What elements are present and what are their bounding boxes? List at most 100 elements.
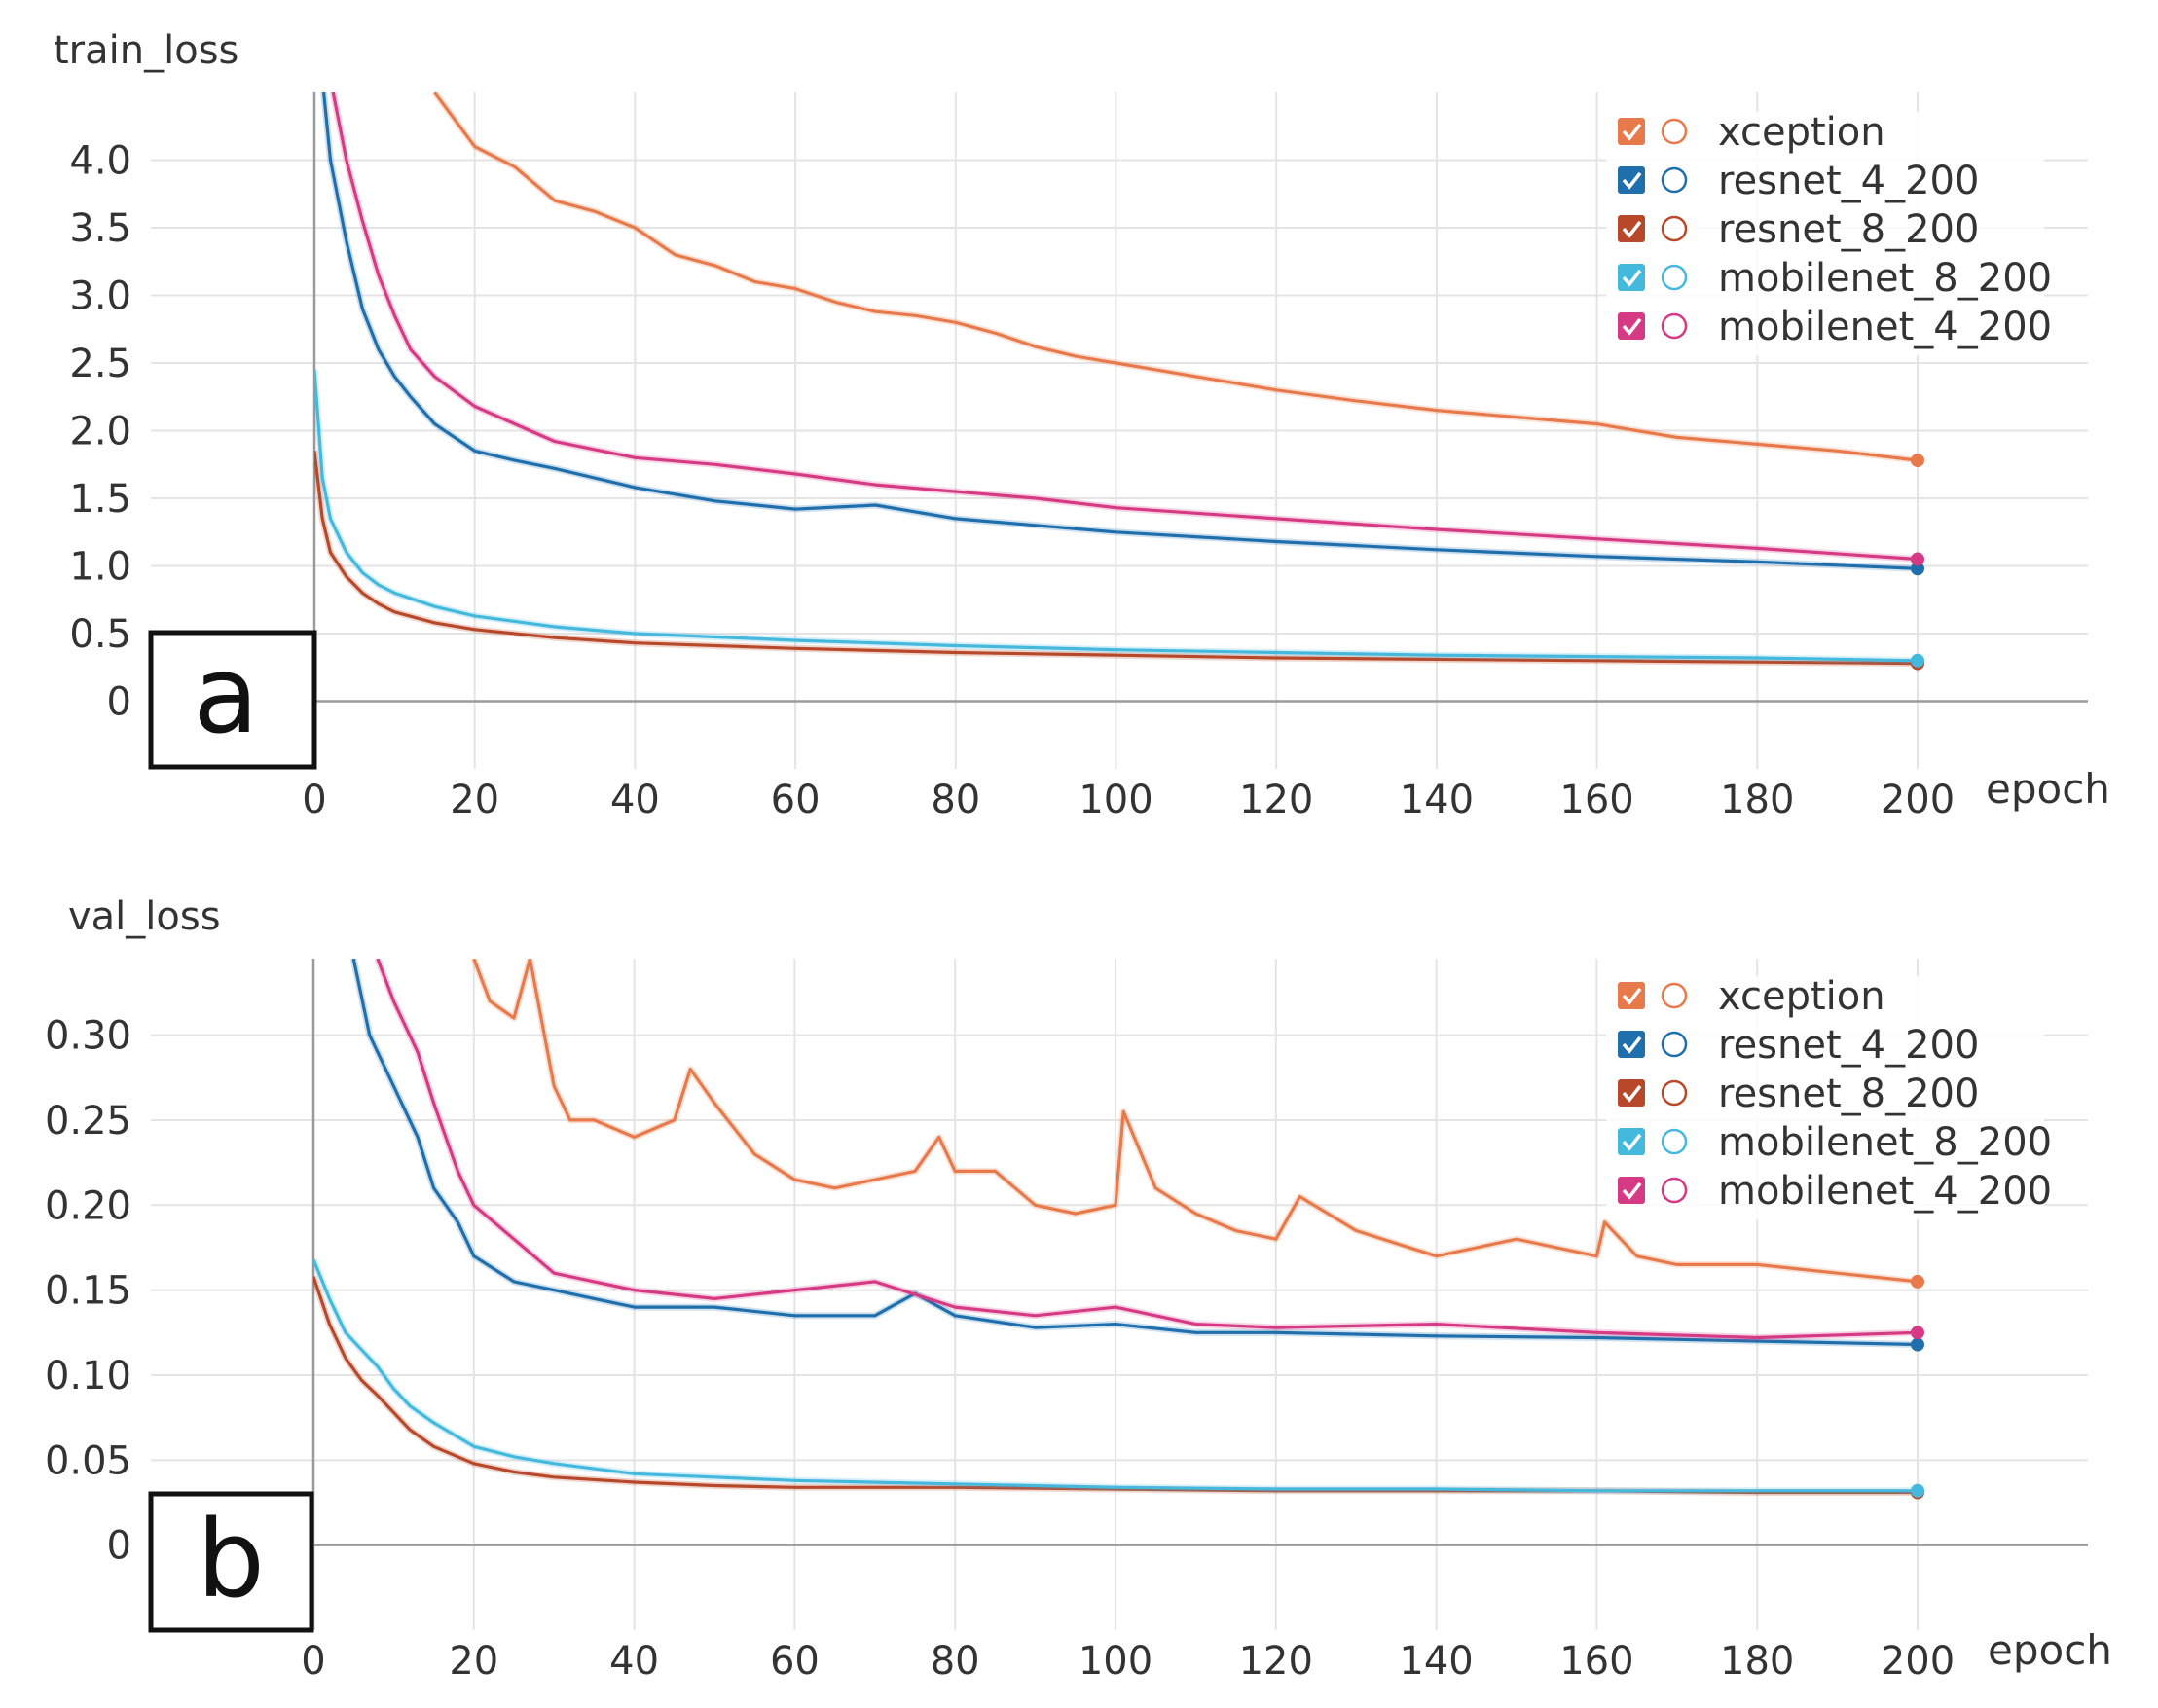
train-loss-legend-label-xception: xception [1718, 110, 1885, 155]
val-loss-legend-checkbox-resnet-4-200[interactable] [1618, 1031, 1645, 1058]
train-loss-legend-label-resnet-8-200: resnet_8_200 [1718, 207, 1979, 252]
train-loss-series-resnet-8-200-line [314, 451, 1919, 666]
val-loss-legend-item-mobilenet-4-200[interactable]: mobilenet_4_200 [1618, 1169, 2052, 1214]
val-loss-legend-item-resnet-4-200[interactable]: resnet_4_200 [1618, 1023, 1979, 1068]
val-loss-x-tick-100: 100 [1079, 1639, 1152, 1684]
panel-label-b: b [197, 1497, 265, 1621]
val-loss-x-ticks: 0 20 40 60 80 100 120 140 160 180 200 [301, 1639, 1955, 1684]
val-loss-x-tick-0: 0 [301, 1639, 325, 1684]
val-loss-x-tick-120: 120 [1239, 1639, 1313, 1684]
val-loss-series-mobilenet-4-200-endpoint [1911, 1326, 1924, 1340]
train-loss-x-tick-160: 160 [1559, 778, 1633, 822]
train-loss-legend[interactable]: xceptionresnet_4_200resnet_8_200mobilene… [1606, 110, 2052, 355]
train-loss-x-tick-180: 180 [1720, 778, 1794, 822]
panel-label-b-box: b [148, 1491, 314, 1633]
panel-label-a-box: a [148, 630, 317, 770]
train-loss-y-tick-1-0: 1.0 [69, 545, 131, 590]
train-loss-y-tick-0-5: 0.5 [69, 612, 131, 657]
train-loss-series-mobilenet-8-200-line [314, 369, 1919, 663]
val-loss-legend-item-resnet-8-200[interactable]: resnet_8_200 [1618, 1072, 1979, 1116]
train-loss-series-mobilenet-4-200-line [331, 92, 1919, 562]
train-loss-legend-label-resnet-4-200: resnet_4_200 [1718, 159, 1979, 203]
val-loss-series-resnet-8-200-line [313, 1276, 1918, 1495]
train-loss-x-tick-100: 100 [1079, 778, 1152, 822]
val-loss-legend-checkbox-mobilenet-8-200[interactable] [1618, 1128, 1645, 1155]
train-loss-series-resnet-4-200-endpoint [1911, 562, 1924, 576]
train-loss-legend-checkbox-mobilenet-4-200[interactable] [1618, 312, 1645, 340]
train-loss-x-tick-40: 40 [610, 778, 660, 822]
train-loss-legend-radio-mobilenet-4-200[interactable] [1661, 312, 1688, 340]
val-loss-series-mobilenet-8-200-endpoint [1911, 1483, 1924, 1498]
check-icon [1622, 1084, 1642, 1103]
check-icon [1622, 1036, 1642, 1054]
check-icon [1622, 123, 1642, 141]
val-loss-x-tick-40: 40 [609, 1639, 659, 1684]
val-loss-series-resnet-4-200-line [351, 959, 1919, 1347]
val-loss-legend-checkbox-resnet-8-200[interactable] [1618, 1079, 1645, 1107]
train-loss-x-tick-80: 80 [931, 778, 980, 822]
val-loss-series-mobilenet-4-200-line [376, 959, 1919, 1340]
train-loss-y-tick-3-5: 3.5 [69, 206, 131, 251]
check-icon [1622, 1133, 1642, 1151]
val-loss-y-ticks: 0 0.05 0.10 0.15 0.20 0.25 0.30 [45, 1014, 131, 1569]
val-loss-legend-label-mobilenet-8-200: mobilenet_8_200 [1718, 1120, 2052, 1165]
val-loss-x-tick-60: 60 [770, 1639, 820, 1684]
val-loss-legend-item-xception[interactable]: xception [1618, 974, 1885, 1019]
val-loss-chart: val_loss 0 0.05 0.10 0.15 0.20 0.25 0.30 0 20 40… [45, 894, 2112, 1684]
val-loss-y-tick-0-30: 0.30 [45, 1014, 131, 1059]
train-loss-x-tick-140: 140 [1400, 778, 1474, 822]
train-loss-x-tick-60: 60 [771, 778, 821, 822]
check-icon [1622, 1181, 1642, 1200]
train-loss-legend-checkbox-resnet-4-200[interactable] [1618, 166, 1645, 194]
val-loss-legend-radio-resnet-8-200[interactable] [1661, 1079, 1688, 1107]
train-loss-legend-label-mobilenet-8-200: mobilenet_8_200 [1718, 256, 2052, 301]
panel-label-a: a [193, 633, 258, 757]
train-loss-x-tick-200: 200 [1881, 778, 1955, 822]
train-loss-legend-radio-resnet-8-200[interactable] [1661, 215, 1688, 242]
train-loss-y-tick-1-5: 1.5 [69, 477, 131, 522]
train-loss-x-ticks: 0 20 40 60 80 100 120 140 160 180 200 [302, 778, 1955, 822]
train-loss-legend-item-resnet-4-200[interactable]: resnet_4_200 [1618, 159, 1979, 203]
train-loss-legend-item-mobilenet-4-200[interactable]: mobilenet_4_200 [1618, 305, 2052, 349]
val-loss-legend-radio-mobilenet-4-200[interactable] [1661, 1177, 1688, 1204]
train-loss-legend-radio-resnet-4-200[interactable] [1661, 166, 1688, 194]
val-loss-x-tick-80: 80 [931, 1639, 980, 1684]
val-loss-legend-checkbox-xception[interactable] [1618, 982, 1645, 1009]
val-loss-legend-item-mobilenet-8-200[interactable]: mobilenet_8_200 [1618, 1120, 2052, 1165]
train-loss-legend-radio-mobilenet-8-200[interactable] [1661, 264, 1688, 291]
val-loss-x-tick-180: 180 [1720, 1639, 1794, 1684]
check-icon [1622, 317, 1642, 336]
val-loss-legend-radio-mobilenet-8-200[interactable] [1661, 1128, 1688, 1155]
val-loss-y-tick-0-10: 0.10 [45, 1354, 131, 1399]
val-loss-legend-radio-resnet-4-200[interactable] [1661, 1031, 1688, 1058]
train-loss-y-tick-0: 0 [107, 680, 131, 725]
val-loss-legend-checkbox-mobilenet-4-200[interactable] [1618, 1177, 1645, 1204]
val-loss-legend[interactable]: xceptionresnet_4_200resnet_8_200mobilene… [1606, 974, 2052, 1219]
train-loss-series-resnet-4-200-line [321, 92, 1919, 570]
train-loss-series-xception-line [433, 92, 1919, 462]
check-icon [1622, 269, 1642, 287]
train-loss-y-tick-3-0: 3.0 [69, 274, 131, 319]
val-loss-series-xception-endpoint [1911, 1274, 1924, 1289]
train-loss-legend-checkbox-xception[interactable] [1618, 118, 1645, 145]
train-loss-x-tick-120: 120 [1239, 778, 1313, 822]
train-loss-legend-checkbox-mobilenet-8-200[interactable] [1618, 264, 1645, 291]
val-loss-x-tick-20: 20 [449, 1639, 498, 1684]
val-loss-title: val_loss [68, 894, 221, 939]
train-loss-legend-item-mobilenet-8-200[interactable]: mobilenet_8_200 [1618, 256, 2052, 301]
train-loss-legend-radio-xception[interactable] [1661, 118, 1688, 145]
val-loss-y-tick-0-05: 0.05 [45, 1438, 131, 1483]
train-loss-y-ticks: 0 0.5 1.0 1.5 2.0 2.5 3.0 3.5 4.0 [69, 139, 131, 725]
val-loss-y-tick-0: 0 [107, 1524, 131, 1569]
panel-label-b-frame [148, 1491, 314, 1633]
val-loss-series-mobilenet-8-200-line [313, 1258, 1918, 1493]
panel-label-a-frame [148, 630, 317, 770]
val-loss-x-axis-label: epoch [1988, 1626, 2112, 1674]
train-loss-legend-checkbox-resnet-8-200[interactable] [1618, 215, 1645, 242]
val-loss-series [313, 959, 1919, 1496]
train-loss-legend-item-resnet-8-200[interactable]: resnet_8_200 [1618, 207, 1979, 252]
train-loss-legend-item-xception[interactable]: xception [1618, 110, 1885, 155]
train-loss-y-tick-2-0: 2.0 [69, 410, 131, 454]
train-loss-title: train_loss [54, 28, 238, 73]
val-loss-legend-radio-xception[interactable] [1661, 982, 1688, 1009]
